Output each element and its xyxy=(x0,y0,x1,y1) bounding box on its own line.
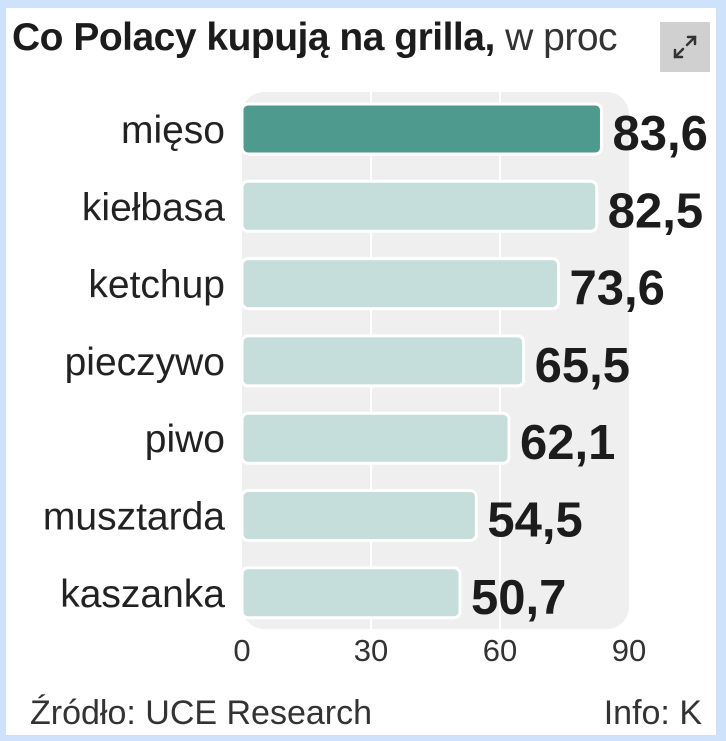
x-tick-label: 30 xyxy=(354,633,388,668)
x-tick-label: 90 xyxy=(612,633,646,668)
bar-0 xyxy=(240,102,603,156)
category-label: piwo xyxy=(145,418,225,461)
category-label: pieczywo xyxy=(65,341,225,384)
bar-chart: mięso 83,6 kiełbasa 82,5 ketchup 73,6 pieczywo… xyxy=(43,92,708,668)
value-label: 50,7 xyxy=(471,571,566,625)
value-label: 83,6 xyxy=(612,107,707,161)
category-label: kaszanka xyxy=(60,573,225,616)
value-label: 65,5 xyxy=(535,339,630,393)
x-tick-label: 0 xyxy=(233,633,250,668)
category-label: musztarda xyxy=(43,496,225,539)
value-label: 62,1 xyxy=(520,416,615,470)
info-credit: Info: K xyxy=(603,694,702,732)
value-label: 82,5 xyxy=(608,184,703,238)
bar-6 xyxy=(240,566,462,620)
chart-title-bold: Co Polacy kupują na grilla, xyxy=(12,16,495,59)
source-note: Źródło: UCE Research xyxy=(30,694,373,732)
value-label: 73,6 xyxy=(569,262,664,316)
category-label: ketchup xyxy=(88,264,225,307)
x-tick-label: 60 xyxy=(483,633,517,668)
category-label: kiełbasa xyxy=(82,186,225,229)
expand-icon xyxy=(673,35,697,59)
bar-1 xyxy=(240,179,599,233)
category-label: mięso xyxy=(121,109,225,152)
bar-3 xyxy=(240,334,526,388)
chart-title: Co Polacy kupują na grilla, w proc xyxy=(12,16,618,60)
value-label: 54,5 xyxy=(487,494,582,548)
bar-2 xyxy=(240,257,560,311)
expand-button[interactable] xyxy=(660,22,710,72)
chart-title-unit: w proc xyxy=(494,16,618,59)
bar-5 xyxy=(240,489,478,542)
infographic-card: Co Polacy kupują na grilla, w proc mięso… xyxy=(6,8,716,735)
bar-4 xyxy=(240,411,511,465)
